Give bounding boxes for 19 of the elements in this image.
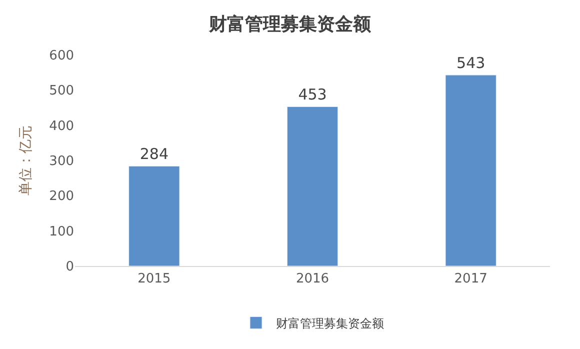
y-tick-label: 100 (49, 224, 74, 240)
data-label: 284 (140, 145, 168, 164)
y-axis-title: 单位：亿元 (18, 126, 34, 196)
y-tick-label: 400 (49, 118, 74, 134)
chart-title: 财富管理募集资金额 (208, 14, 372, 36)
y-tick-label: 300 (49, 154, 74, 170)
legend-label: 财富管理募集资金额 (276, 316, 384, 330)
y-tick-label: 200 (49, 189, 74, 204)
bar (445, 74, 496, 266)
y-tick-label: 600 (49, 48, 74, 64)
y-tick-label: 500 (49, 84, 74, 99)
y-tick-label: 0 (66, 260, 74, 275)
x-tick-label: 2017 (454, 272, 488, 287)
data-label: 543 (456, 54, 486, 72)
data-label: 453 (298, 86, 327, 104)
bar (128, 166, 180, 266)
x-tick-label: 2016 (296, 272, 330, 287)
x-tick-label: 2015 (138, 272, 171, 287)
bar (286, 106, 338, 266)
